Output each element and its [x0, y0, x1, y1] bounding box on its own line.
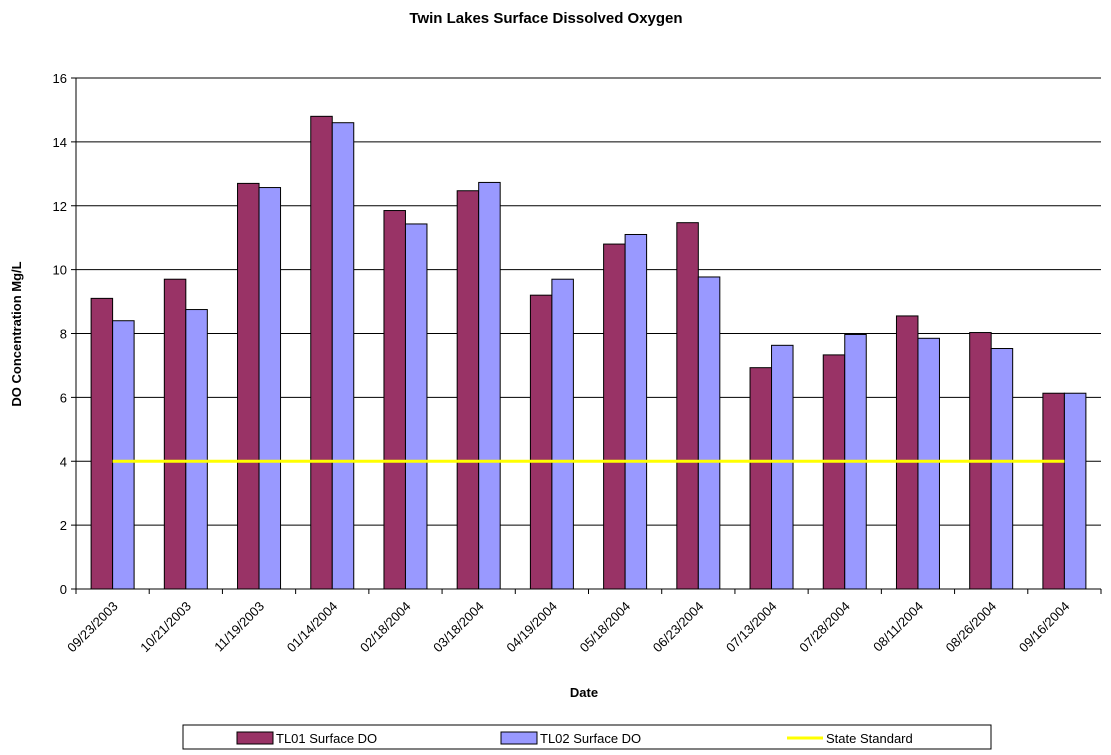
- bar-tl02: [1063, 392, 1087, 590]
- bar-tl01: [603, 243, 626, 590]
- bar-tl01: [822, 354, 846, 590]
- bar-tl02: [404, 223, 428, 590]
- axis-layer: 0 2 4 6 8 10 12 14 16 09/23/2003 10/21/2003 11/19/2…: [53, 71, 1102, 656]
- bar-tl01: [383, 210, 406, 590]
- bar-tl02: [551, 278, 574, 590]
- x-tick-label: 05/18/2004: [577, 599, 634, 656]
- bar-tl01: [456, 190, 480, 590]
- x-tick-label: 07/28/2004: [796, 599, 853, 656]
- bar-tl01: [676, 222, 699, 590]
- y-tick-label: 2: [60, 518, 67, 533]
- y-tick-label: 14: [53, 135, 67, 150]
- y-tick-label: 6: [60, 390, 67, 405]
- legend-swatch-tl02: [500, 731, 538, 745]
- bar-tl01: [237, 182, 260, 590]
- bar-tl02: [990, 348, 1014, 590]
- x-tick-label: 02/18/2004: [357, 599, 414, 656]
- bar-tl01: [90, 297, 114, 590]
- y-tick-label: 16: [53, 71, 67, 86]
- bar-tl02: [331, 122, 355, 590]
- legend-swatch-tl01: [236, 731, 274, 745]
- bar-tl02: [697, 276, 721, 590]
- bar-tl02: [258, 187, 282, 590]
- bar-tl02: [112, 320, 135, 590]
- x-tick-label: 04/19/2004: [503, 599, 560, 656]
- x-tick-label: 06/23/2004: [650, 599, 707, 656]
- legend-box: [182, 724, 992, 750]
- bar-tl01: [895, 315, 919, 590]
- legend: TL01 Surface DO TL02 Surface DO State St…: [182, 724, 992, 750]
- y-tick-label: 4: [60, 454, 67, 469]
- x-tick-label: 11/19/2003: [211, 599, 267, 655]
- legend-label-tl01: TL01 Surface DO: [276, 731, 377, 746]
- x-tick-label: 03/18/2004: [430, 599, 487, 656]
- y-tick-label: 12: [53, 199, 67, 214]
- x-tick-label: 01/14/2004: [284, 599, 341, 656]
- legend-label-standard: State Standard: [826, 731, 913, 746]
- y-axis-title: DO Concentration Mg/L: [9, 261, 24, 406]
- bar-tl02: [624, 233, 648, 590]
- y-tick-label: 0: [60, 582, 67, 597]
- bar-tl02: [917, 337, 940, 590]
- bar-tl01: [310, 115, 333, 590]
- x-tick-label: 08/26/2004: [943, 599, 1000, 656]
- x-tick-label: 07/13/2004: [723, 599, 780, 656]
- bar-tl02: [771, 344, 794, 590]
- bars-layer: [90, 115, 1087, 590]
- bar-tl01: [1042, 392, 1065, 590]
- chart-title: Twin Lakes Surface Dissolved Oxygen: [409, 10, 682, 27]
- x-tick-label: 08/11/2004: [870, 599, 926, 655]
- x-axis-title: Date: [570, 685, 598, 700]
- bar-tl02: [185, 309, 208, 590]
- y-tick-label: 10: [53, 263, 67, 278]
- legend-label-tl02: TL02 Surface DO: [540, 731, 641, 746]
- grid-layer: [76, 77, 1101, 526]
- bar-tl02: [478, 181, 501, 590]
- y-tick-label: 8: [60, 327, 67, 342]
- bar-tl01: [529, 294, 553, 590]
- x-tick-label: 09/23/2003: [64, 599, 121, 656]
- x-tick-label: 10/21/2003: [137, 599, 194, 656]
- bar-tl01: [749, 367, 773, 590]
- x-tick-label: 09/16/2004: [1016, 599, 1073, 656]
- bar-tl01: [163, 278, 187, 590]
